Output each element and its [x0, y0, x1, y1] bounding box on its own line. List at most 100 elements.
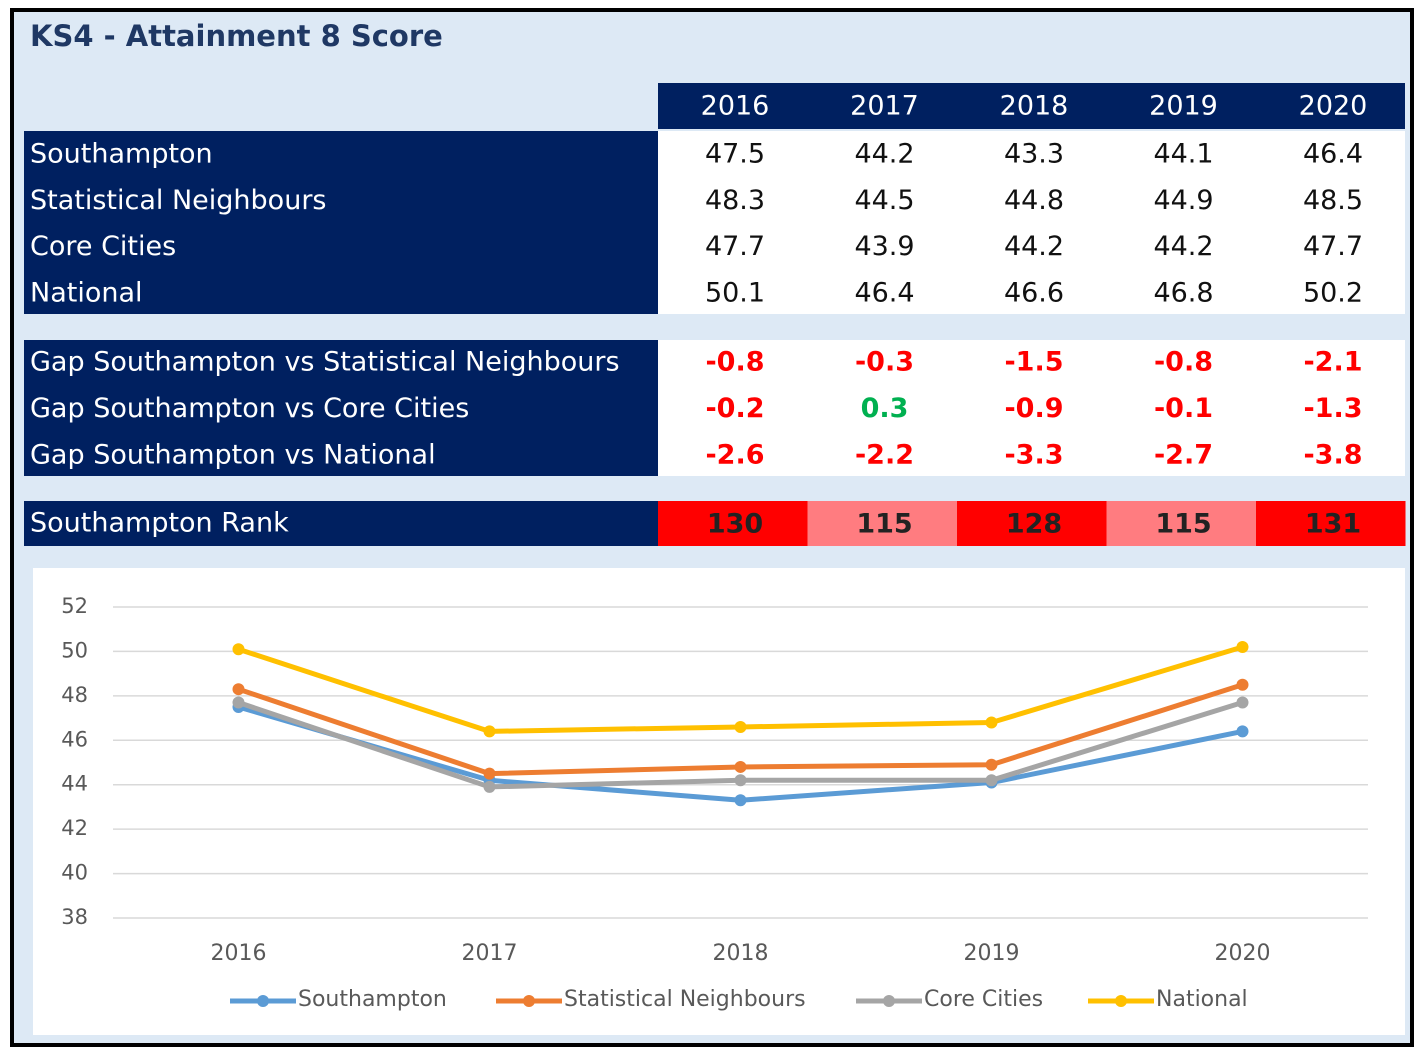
- y-tick-label: 52: [61, 594, 88, 618]
- series-point: [985, 774, 998, 787]
- row-label: Core Cities: [30, 231, 176, 262]
- gap-label: Gap Southampton vs National: [30, 440, 436, 471]
- gap-value: -0.8: [1154, 347, 1213, 378]
- series-point: [1236, 725, 1249, 738]
- year-header: [658, 83, 1405, 129]
- cell-value: 46.4: [854, 277, 914, 308]
- row-label: Southampton: [30, 139, 213, 170]
- gap-value-block: [658, 340, 1405, 476]
- year-header-label: 2016: [701, 91, 770, 122]
- series-point: [483, 780, 496, 793]
- year-header-label: 2017: [850, 91, 919, 122]
- chart-area: [33, 568, 1405, 1035]
- cell-value: 50.2: [1303, 277, 1363, 308]
- cell-value: 43.9: [854, 231, 914, 262]
- rank-label-block: [24, 501, 658, 546]
- y-tick-label: 38: [61, 905, 88, 929]
- x-tick-label: 2020: [1215, 941, 1271, 966]
- gap-value: 0.3: [861, 393, 909, 424]
- x-tick-label: 2019: [964, 941, 1020, 966]
- y-tick-label: 42: [61, 816, 88, 840]
- series-point: [734, 794, 747, 807]
- cell-value: 44.9: [1153, 185, 1213, 216]
- series-point: [232, 683, 245, 696]
- series-point: [734, 774, 747, 787]
- cell-value: 44.2: [1004, 231, 1064, 262]
- year-header-label: 2020: [1299, 91, 1368, 122]
- cell-value: 43.3: [1004, 139, 1064, 170]
- gap-value: -3.3: [1004, 440, 1063, 471]
- gap-value: -0.3: [855, 347, 914, 378]
- rank-cell: [957, 501, 1107, 546]
- y-tick-label: 44: [61, 772, 88, 796]
- series-point: [734, 720, 747, 733]
- rank-cell: [658, 501, 808, 546]
- year-header-label: 2019: [1149, 91, 1218, 122]
- series-point: [985, 758, 998, 771]
- series-point: [232, 696, 245, 709]
- series-point: [483, 725, 496, 738]
- gap-value: -0.8: [705, 347, 764, 378]
- cell-value: 46.8: [1153, 277, 1213, 308]
- cell-value: 48.3: [705, 185, 765, 216]
- row-label: National: [30, 277, 143, 308]
- rank-value: 128: [1006, 509, 1062, 540]
- gap-value: -0.2: [705, 393, 764, 424]
- cell-value: 44.8: [1004, 185, 1064, 216]
- rank-value: 130: [707, 509, 763, 540]
- x-tick-label: 2018: [713, 941, 769, 966]
- row-label-block: [24, 131, 658, 314]
- gap-value: -2.2: [855, 440, 914, 471]
- series-point: [483, 767, 496, 780]
- title: KS4 - Attainment 8 Score: [30, 19, 443, 53]
- rank-cell: [1256, 501, 1406, 546]
- gap-label-block: [24, 340, 658, 476]
- cell-value: 48.5: [1303, 185, 1363, 216]
- y-tick-label: 46: [61, 727, 88, 751]
- cell-value: 46.4: [1303, 139, 1363, 170]
- cell-value: 46.6: [1004, 277, 1064, 308]
- rank-value: 115: [856, 509, 912, 540]
- series-point: [1236, 640, 1249, 653]
- series-point: [985, 716, 998, 729]
- cell-value: 50.1: [705, 277, 765, 308]
- cell-value: 44.2: [1153, 231, 1213, 262]
- legend-marker: [523, 995, 535, 1007]
- y-tick-label: 40: [61, 861, 88, 885]
- gap-value: -0.9: [1004, 393, 1063, 424]
- rank-value: 131: [1305, 509, 1361, 540]
- gap-value: -3.8: [1303, 440, 1362, 471]
- cell-value: 47.7: [705, 231, 765, 262]
- x-tick-label: 2017: [462, 941, 518, 966]
- cell-value: 47.5: [705, 139, 765, 170]
- value-block: [658, 131, 1405, 314]
- legend-label: National: [1156, 987, 1248, 1012]
- series-point: [734, 760, 747, 773]
- year-header-label: 2018: [1000, 91, 1069, 122]
- cell-value: 44.1: [1153, 139, 1213, 170]
- legend-marker: [257, 995, 269, 1007]
- y-tick-label: 48: [61, 683, 88, 707]
- cell-value: 44.5: [854, 185, 914, 216]
- legend-label: Statistical Neighbours: [564, 987, 806, 1012]
- gap-label: Gap Southampton vs Core Cities: [30, 393, 469, 424]
- cell-value: 47.7: [1303, 231, 1363, 262]
- gap-value: -2.7: [1154, 440, 1213, 471]
- row-label: Statistical Neighbours: [30, 185, 327, 216]
- y-tick-label: 50: [61, 638, 88, 662]
- legend-label: Core Cities: [924, 987, 1043, 1012]
- gap-value: -1.5: [1004, 347, 1063, 378]
- rank-label: Southampton Rank: [30, 508, 289, 539]
- x-tick-label: 2016: [211, 941, 267, 966]
- gap-value: -0.1: [1154, 393, 1213, 424]
- legend-marker: [1115, 995, 1127, 1007]
- rank-cell: [1106, 501, 1256, 546]
- gap-value: -2.1: [1303, 347, 1362, 378]
- gap-value: -1.3: [1303, 393, 1362, 424]
- legend-label: Southampton: [298, 987, 447, 1012]
- legend-marker: [883, 995, 895, 1007]
- cell-value: 44.2: [854, 139, 914, 170]
- series-point: [1236, 696, 1249, 709]
